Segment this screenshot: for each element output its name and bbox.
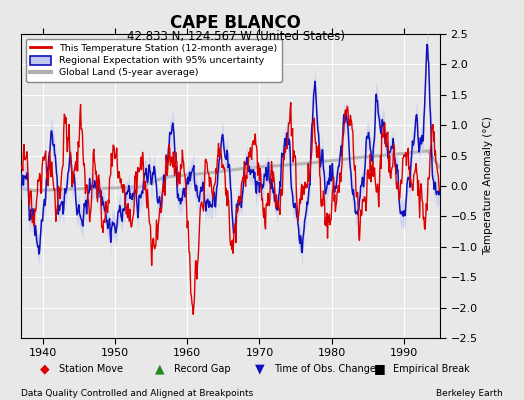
Text: Berkeley Earth: Berkeley Earth: [436, 389, 503, 398]
Text: ■: ■: [374, 362, 386, 375]
Y-axis label: Temperature Anomaly (°C): Temperature Anomaly (°C): [483, 116, 493, 256]
Text: CAPE BLANCO: CAPE BLANCO: [170, 14, 301, 32]
Text: 42.833 N, 124.567 W (United States): 42.833 N, 124.567 W (United States): [127, 30, 345, 43]
Text: Empirical Break: Empirical Break: [393, 364, 470, 374]
Legend: This Temperature Station (12-month average), Regional Expectation with 95% uncer: This Temperature Station (12-month avera…: [26, 39, 282, 82]
Text: ▼: ▼: [255, 362, 264, 375]
Text: Time of Obs. Change: Time of Obs. Change: [274, 364, 376, 374]
Text: Data Quality Controlled and Aligned at Breakpoints: Data Quality Controlled and Aligned at B…: [21, 389, 253, 398]
Text: ▲: ▲: [155, 362, 164, 375]
Text: ◆: ◆: [40, 362, 50, 375]
Text: Record Gap: Record Gap: [173, 364, 230, 374]
Text: Station Move: Station Move: [59, 364, 123, 374]
